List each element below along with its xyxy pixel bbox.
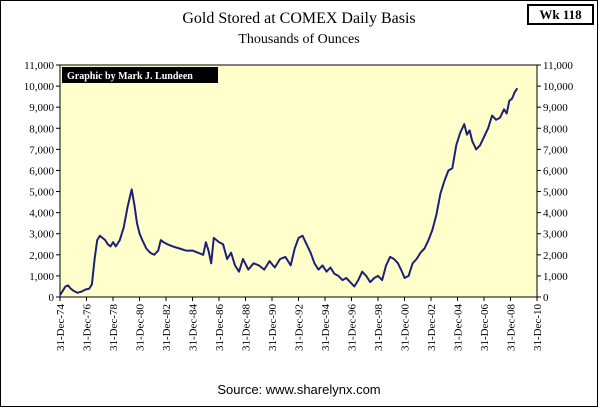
x-tick-label: 31-Dec-84	[188, 304, 200, 352]
week-badge: Wk 118	[527, 4, 594, 25]
y-tick-label-right: 11,000	[543, 60, 573, 72]
chart-title: Gold Stored at COMEX Daily Basis	[182, 10, 416, 27]
y-tick-label-left: 11,000	[24, 60, 54, 72]
x-tick-label: 31-Dec-98	[373, 304, 385, 352]
y-tick-label-left: 0	[49, 292, 55, 304]
y-axis-left: 0 1,000 2,000 3,000 4,000 5,000 6,000 7,000 8,00…	[24, 60, 60, 304]
x-tick-label: 31-Dec-80	[135, 304, 147, 352]
x-tick-label: 31-Dec-76	[82, 304, 94, 352]
y-tick-label-right: 5,000	[543, 187, 568, 199]
credit-background	[62, 67, 218, 83]
x-tick-label: 31-Dec-06	[479, 304, 491, 352]
y-tick-label-left: 7,000	[29, 144, 54, 156]
y-tick-label-right: 6,000	[543, 165, 568, 177]
x-tick-label: 31-Dec-08	[506, 304, 518, 352]
x-tick-label: 31-Dec-74	[55, 304, 67, 352]
y-tick-label-left: 9,000	[29, 102, 54, 114]
y-tick-label-left: 3,000	[29, 229, 54, 241]
x-tick-label: 31-Dec-04	[453, 304, 465, 352]
x-tick-label: 31-Dec-78	[108, 304, 120, 352]
y-tick-label-right: 3,000	[543, 229, 568, 241]
y-tick-label-left: 8,000	[29, 123, 54, 135]
y-tick-label-left: 2,000	[29, 250, 54, 262]
x-tick-label: 31-Dec-92	[294, 304, 306, 351]
y-tick-label-right: 1,000	[543, 271, 568, 283]
y-tick-label-right: 10,000	[543, 81, 574, 93]
y-tick-label-left: 6,000	[29, 165, 54, 177]
x-tick-label: 31-Dec-96	[347, 304, 359, 352]
chart-source: Source: www.sharelynx.com	[217, 382, 381, 397]
plot-area	[59, 64, 538, 298]
x-tick-label: 31-Dec-88	[241, 304, 253, 352]
y-tick-label-left: 1,000	[29, 271, 54, 283]
y-tick-label-right: 8,000	[543, 123, 568, 135]
y-tick-label-right: 7,000	[543, 144, 568, 156]
x-tick-label: 31-Dec-10	[532, 304, 544, 352]
y-axis-right: 0 1,000 2,000 3,000 4,000 5,000 6,000 7,000 8,00…	[537, 60, 574, 304]
series-line	[59, 87, 519, 296]
y-tick-label-left: 5,000	[29, 187, 54, 199]
y-tick-label-right: 0	[543, 292, 549, 304]
x-tick-label: 31-Dec-00	[400, 304, 412, 352]
x-axis: 31-Dec-74 31-Dec-76 31-Dec-78 31-Dec-80 31-D…	[55, 297, 544, 351]
credit-box: Graphic by Mark J. Lundeen	[62, 67, 218, 83]
y-tick-label-left: 10,000	[24, 81, 55, 93]
x-tick-label: 31-Dec-86	[214, 304, 226, 352]
x-tick-label: 31-Dec-02	[426, 304, 438, 351]
x-tick-label: 31-Dec-82	[161, 304, 173, 351]
y-tick-label-left: 4,000	[29, 208, 54, 220]
credit-label: Graphic by Mark J. Lundeen	[67, 71, 193, 82]
x-tick-label: 31-Dec-94	[320, 304, 332, 352]
chart-subtitle: Thousands of Ounces	[238, 32, 360, 47]
y-tick-label-right: 2,000	[543, 250, 568, 262]
y-tick-label-right: 4,000	[543, 208, 568, 220]
x-tick-label: 31-Dec-90	[267, 304, 279, 352]
y-tick-label-right: 9,000	[543, 102, 568, 114]
